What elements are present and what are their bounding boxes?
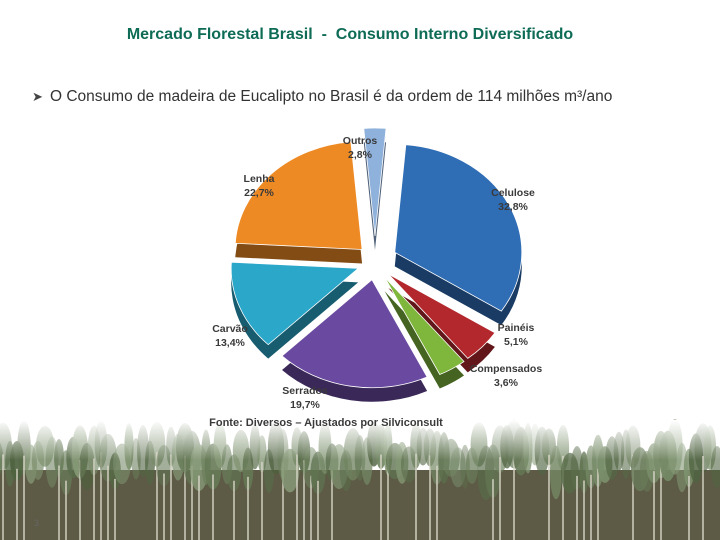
tree-trunk bbox=[499, 457, 501, 540]
tree-trunk bbox=[590, 474, 592, 540]
tree-trunk bbox=[660, 462, 662, 540]
slice-serrados-name-label: Serrados bbox=[282, 385, 328, 397]
tree-trunk bbox=[653, 471, 655, 540]
tree-trunk bbox=[415, 453, 417, 540]
tree-trunk bbox=[114, 478, 116, 540]
tree-trunk bbox=[198, 475, 200, 540]
tree-trunk bbox=[170, 454, 172, 540]
arrow-bullet-icon: ➤ bbox=[32, 89, 43, 104]
slice-celulose-value-label: 32,8% bbox=[498, 201, 528, 213]
slice-outros-value-label: 2,8% bbox=[348, 149, 373, 161]
slice-compensados bbox=[384, 276, 465, 376]
tree-trunk bbox=[100, 452, 102, 540]
forest-fade bbox=[0, 420, 720, 460]
tree-trunk bbox=[583, 480, 585, 540]
tree-trunk bbox=[2, 454, 4, 540]
source-note: Fonte: Diversos – Ajustados por Silvicon… bbox=[209, 417, 443, 429]
tree-trunk bbox=[576, 475, 578, 540]
slice-celulose bbox=[394, 144, 523, 312]
tree-trunk bbox=[163, 473, 165, 540]
tree-trunk bbox=[247, 476, 249, 540]
slice-serrados bbox=[281, 279, 428, 389]
tree-trunk bbox=[310, 475, 312, 540]
tree-trunk bbox=[65, 480, 67, 540]
tree-trunk bbox=[296, 454, 298, 540]
tree-trunk bbox=[16, 468, 18, 540]
slice-paineis-name-label: Painéis bbox=[498, 322, 535, 334]
tree-trunk bbox=[58, 465, 60, 540]
tree-trunk bbox=[548, 454, 550, 540]
slice-compensados-name-label: Compensados bbox=[470, 363, 543, 375]
tree-trunk bbox=[282, 462, 284, 540]
slice-outros-name-label: Outros bbox=[343, 135, 378, 147]
slice-lenha bbox=[234, 141, 363, 250]
tree-trunk bbox=[513, 452, 515, 540]
tree-trunk bbox=[303, 460, 305, 540]
bullet-text: O Consumo de madeira de Eucalipto no Bra… bbox=[50, 88, 613, 105]
tree-trunk bbox=[562, 455, 564, 540]
slice-carvao-value-label: 13,4% bbox=[215, 337, 245, 349]
tree-trunk bbox=[597, 468, 599, 540]
tree-trunk bbox=[93, 458, 95, 540]
slice-paineis-value-label: 5,1% bbox=[504, 336, 529, 348]
tree-trunk bbox=[436, 465, 438, 540]
slice-paineis bbox=[388, 273, 496, 359]
tree-trunk bbox=[702, 456, 704, 540]
tree-trunk bbox=[233, 480, 235, 540]
tree-trunk bbox=[317, 480, 319, 540]
slice-lenha-name-label: Lenha bbox=[244, 173, 275, 185]
tree-trunk bbox=[107, 465, 109, 540]
slide-number: 3 bbox=[34, 518, 40, 528]
tree-trunk bbox=[331, 470, 333, 540]
tree-trunk bbox=[261, 461, 263, 540]
slide-title: Mercado Florestal Brasil - Consumo Inter… bbox=[126, 26, 574, 43]
slice-outros bbox=[363, 127, 387, 237]
slice-carvao-name-label: Carvão bbox=[212, 323, 248, 335]
slice-serrados-value-label: 19,7% bbox=[290, 399, 320, 411]
slice-celulose-name-label: Celulose bbox=[491, 187, 535, 199]
tree-trunk bbox=[212, 474, 214, 540]
tree-trunk bbox=[429, 455, 431, 540]
tree-trunk bbox=[688, 475, 690, 540]
tree-trunk bbox=[156, 452, 158, 540]
tree-trunk bbox=[191, 465, 193, 540]
tree-trunk bbox=[184, 455, 186, 540]
tree-trunk bbox=[79, 460, 81, 540]
tree-trunk bbox=[387, 457, 389, 540]
bullet-point: ➤ O Consumo de madeira de Eucalipto no Br… bbox=[32, 88, 612, 106]
slice-carvao bbox=[230, 261, 360, 346]
tree-trunk bbox=[632, 454, 634, 540]
tree-trunk bbox=[23, 455, 25, 540]
slice-lenha-value-label: 22,7% bbox=[244, 187, 274, 199]
tree-trunk bbox=[492, 479, 494, 540]
tree-trunk bbox=[380, 454, 382, 540]
slice-compensados-value-label: 3,6% bbox=[494, 377, 519, 389]
